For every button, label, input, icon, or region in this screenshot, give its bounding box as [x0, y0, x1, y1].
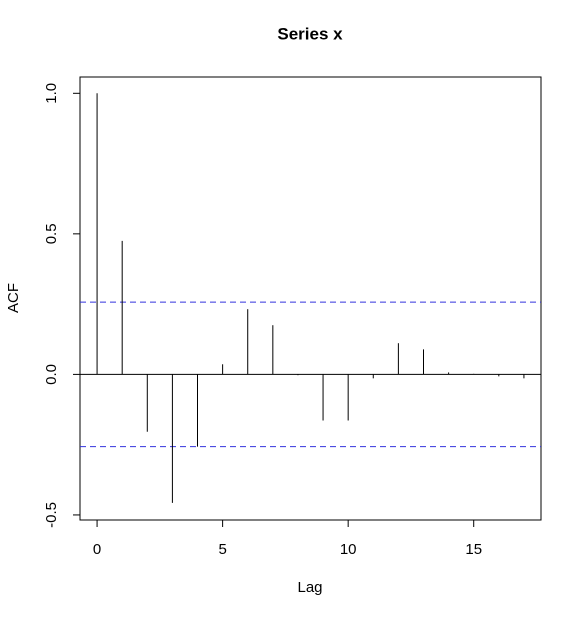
y-tick-label: 0.5: [43, 223, 60, 244]
x-tick-label: 0: [93, 541, 101, 558]
x-tick-label: 15: [465, 541, 482, 558]
x-tick-label: 5: [218, 541, 226, 558]
x-axis-label: Lag: [297, 579, 322, 596]
y-tick-label: 1.0: [43, 83, 60, 104]
chart-title: Series x: [277, 24, 343, 43]
x-tick-label: 10: [340, 541, 357, 558]
y-axis-label: ACF: [5, 283, 22, 313]
plot-box: [79, 76, 542, 521]
y-tick-label: -0.5: [43, 502, 60, 528]
y-tick-label: 0.0: [43, 364, 60, 385]
